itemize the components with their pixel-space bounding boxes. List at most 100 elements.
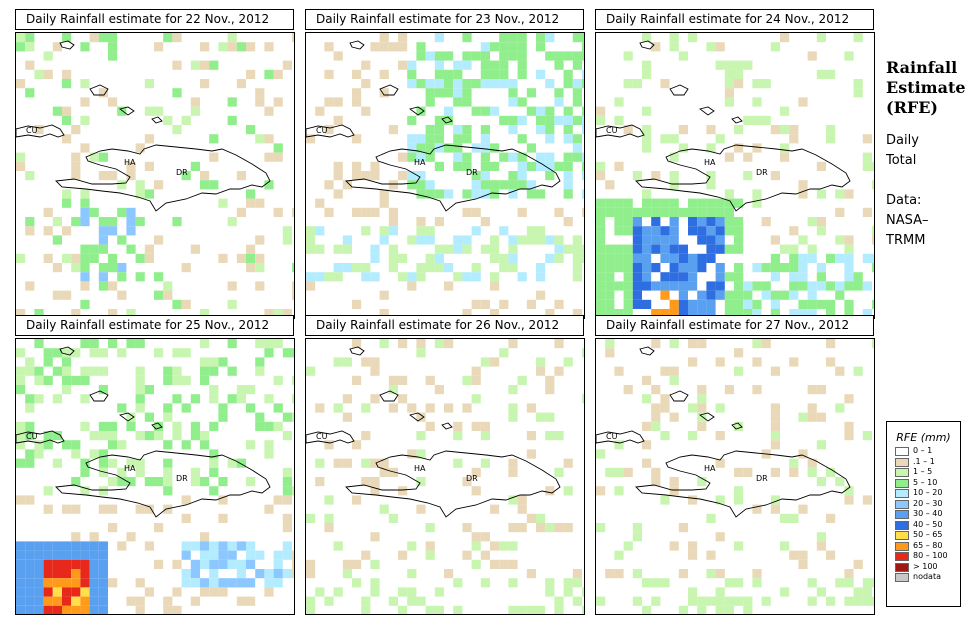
rainfall-cell: [407, 281, 417, 291]
rainfall-cell: [292, 375, 294, 385]
rainfall-cell: [706, 244, 716, 254]
rainfall-cell: [144, 504, 154, 514]
rainfall-cell: [678, 605, 688, 614]
rainfall-cell: [480, 106, 490, 116]
rainfall-cell: [25, 569, 35, 579]
rainfall-cell: [324, 596, 334, 606]
rainfall-cell: [724, 152, 734, 162]
rainfall-cell: [499, 253, 509, 263]
rainfall-cell: [98, 504, 108, 514]
rainfall-cell: [172, 125, 182, 135]
rainfall-cell: [52, 290, 62, 300]
rainfall-cell: [52, 587, 62, 597]
rainfall-cell: [62, 578, 72, 588]
rainfall-cell: [526, 449, 536, 459]
rainfall-cell: [632, 569, 642, 579]
rainfall-cell: [34, 541, 44, 551]
rainfall-cell: [623, 79, 633, 89]
rainfall-cell: [43, 541, 53, 551]
rainfall-cell: [826, 339, 836, 349]
rainfall-cell: [273, 309, 283, 318]
rainfall-cell: [292, 290, 294, 300]
rainfall-cell: [315, 587, 325, 597]
rainfall-cell: [52, 235, 62, 245]
rainfall-cell: [517, 605, 527, 614]
rainfall-cell: [623, 51, 633, 61]
rainfall-cell: [108, 458, 118, 468]
rainfall-cell: [490, 235, 500, 245]
rainfall-cell: [688, 217, 698, 227]
rainfall-cell: [734, 366, 744, 376]
rainfall-cell: [209, 152, 219, 162]
rainfall-cell: [582, 33, 584, 43]
rainfall-cell: [172, 394, 182, 404]
rainfall-cell: [715, 403, 725, 413]
rainfall-cell: [572, 578, 582, 588]
rainfall-cell: [246, 440, 256, 450]
rainfall-cell: [526, 431, 536, 441]
rainfall-cell: [554, 207, 564, 217]
rainfall-cell: [462, 523, 472, 533]
rainfall-cell: [43, 559, 53, 569]
rainfall-cell: [770, 467, 780, 477]
rainfall-cell: [361, 431, 371, 441]
rainfall-cell: [25, 42, 35, 52]
legend-label: 1 – 5: [913, 467, 933, 476]
rainfall-cell: [16, 161, 26, 171]
rainfall-cell: [163, 504, 173, 514]
rainfall-cell: [596, 106, 606, 116]
rainfall-cell: [688, 281, 698, 291]
rainfall-cell: [623, 253, 633, 263]
rainfall-cell: [264, 152, 274, 162]
rainfall-cell: [770, 125, 780, 135]
rainfall-cell: [536, 263, 546, 273]
rainfall-cell: [623, 467, 633, 477]
rainfall-cell: [273, 97, 283, 107]
rainfall-cell: [770, 42, 780, 52]
hispaniola-coastline: [635, 450, 851, 518]
rainfall-cell: [517, 272, 527, 282]
rainfall-cell: [835, 578, 845, 588]
rainfall-cell: [227, 550, 237, 560]
legend-label: 65 – 80: [913, 540, 943, 550]
rainfall-cell: [554, 339, 564, 349]
rainfall-cell: [563, 189, 573, 199]
rainfall-cell: [554, 51, 564, 61]
rainfall-cell: [108, 171, 118, 181]
rainfall-cell: [572, 79, 582, 89]
rainfall-cell: [536, 366, 546, 376]
rainfall-cell: [89, 541, 99, 551]
rainfall-cell: [388, 596, 398, 606]
rainfall-cell: [545, 106, 555, 116]
rainfall-cell: [789, 357, 799, 367]
rainfall-cell: [43, 587, 53, 597]
rainfall-cell: [361, 458, 371, 468]
rainfall-cell: [236, 559, 246, 569]
rainfall-cell: [43, 578, 53, 588]
rainfall-cell: [816, 189, 826, 199]
rainfall-cell: [62, 348, 72, 358]
rainfall-cell: [480, 578, 490, 588]
rainfall-cell: [724, 207, 734, 217]
rainfall-cell: [108, 281, 118, 291]
rainfall-cell: [490, 559, 500, 569]
rainfall-cell: [71, 375, 81, 385]
rainfall-cell: [425, 134, 435, 144]
rainfall-cell: [108, 42, 118, 52]
rainfall-cell: [227, 578, 237, 588]
rainfall-cell: [789, 134, 799, 144]
rainfall-cell: [835, 403, 845, 413]
legend-swatch: [895, 520, 909, 530]
rainfall-cell: [844, 394, 854, 404]
rainfall-cell: [688, 357, 698, 367]
rainfall-cell: [660, 207, 670, 217]
rainfall-cell: [508, 42, 518, 52]
rainfall-cell: [770, 440, 780, 450]
rainfall-cell: [89, 244, 99, 254]
rainfall-cell: [416, 596, 426, 606]
rainfall-cell: [416, 171, 426, 181]
rainfall-cell: [324, 42, 334, 52]
rainfall-cell: [462, 161, 472, 171]
rainfall-cell: [826, 69, 836, 79]
